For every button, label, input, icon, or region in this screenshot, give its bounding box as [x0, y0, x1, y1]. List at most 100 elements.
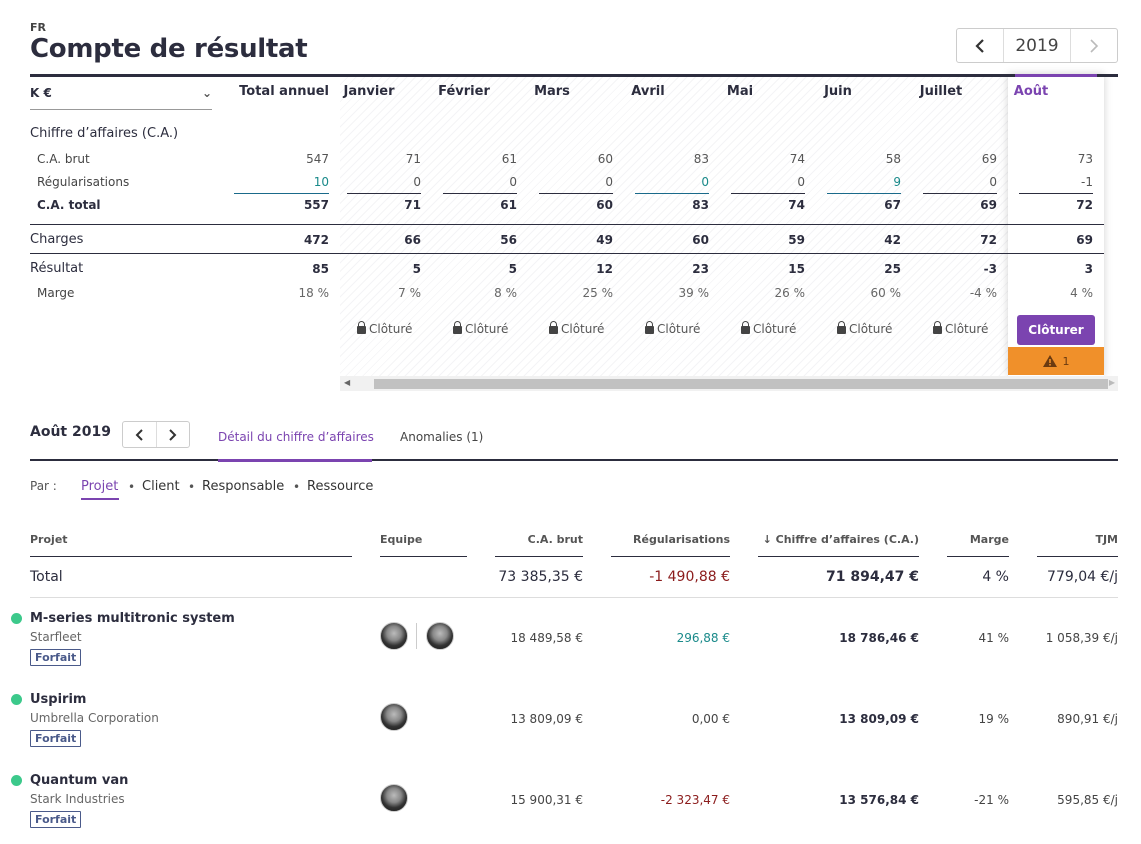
prev-year-button[interactable] [957, 29, 1003, 62]
filter-client[interactable]: Client [142, 479, 180, 494]
lock-icon [453, 321, 462, 334]
close-month-button[interactable]: Clôturer [1017, 315, 1095, 345]
header-ca-brut[interactable]: C.A. brut [527, 533, 583, 546]
scroll-right-icon[interactable]: ▶ [1108, 378, 1115, 387]
total-chiffre-affaires: 71 894,47 € [826, 569, 919, 585]
row-label-5: Marge [37, 286, 75, 300]
page-title: Compte de résultat [30, 34, 308, 64]
filter-responsable[interactable]: Responsable [202, 479, 285, 494]
header-underline [947, 556, 1009, 557]
cell-0-8: 73 [1077, 152, 1093, 166]
cell-0-1: 71 [405, 152, 421, 166]
next-year-button[interactable] [1071, 29, 1117, 62]
prev-month-button[interactable] [123, 422, 156, 447]
warning-badge[interactable]: 1 [1008, 347, 1104, 375]
avatar[interactable] [380, 784, 408, 812]
closed-status-4: Clôturé [645, 321, 715, 336]
project-name[interactable]: Quantum van [30, 773, 129, 788]
year-navigator: 2019 [956, 28, 1118, 63]
closed-label: Clôturé [849, 322, 893, 336]
header-regularisations[interactable]: Régularisations [633, 533, 730, 546]
subtotal-underline [1019, 193, 1093, 194]
cell-1-8: -1 [1081, 175, 1093, 189]
header-projet[interactable]: Projet [30, 533, 68, 546]
chevron-right-icon [1090, 38, 1099, 53]
cell-5-4: 39 % [678, 286, 710, 300]
tab-revenue-detail[interactable]: Détail du chiffre d’affaires [218, 430, 374, 444]
cell-2-8: 72 [1076, 198, 1093, 212]
row-label-3: Charges [30, 232, 84, 247]
horizontal-scrollbar[interactable]: ◀ ▶ [340, 376, 1118, 391]
year-value: 2019 [1003, 29, 1071, 62]
cell-4-6: 25 [884, 262, 901, 276]
scroll-left-icon[interactable]: ◀ [344, 378, 351, 387]
row-label-1: Régularisations [37, 175, 130, 189]
cell-4-3: 12 [596, 262, 613, 276]
closed-status-2: Clôturé [453, 321, 523, 336]
project-type-badge: Forfait [30, 730, 82, 747]
unit-select[interactable]: K € ⌄ [30, 86, 212, 110]
column-header-2: Février [438, 84, 490, 99]
cell-2-1: 71 [404, 198, 421, 212]
row-label-2: C.A. total [37, 198, 101, 212]
subtotal-underline [923, 193, 997, 194]
project-type-badge: Forfait [30, 649, 82, 666]
cell-5-5: 26 % [774, 286, 806, 300]
row-label-0: C.A. brut [37, 152, 90, 166]
avatar[interactable] [426, 622, 454, 650]
cell-0-7: 69 [981, 152, 997, 166]
column-header-5: Mai [726, 84, 754, 99]
divider [1008, 253, 1104, 254]
country-code: FR [30, 21, 46, 34]
project-client: Starfleet [30, 630, 82, 644]
header-underline [30, 556, 352, 557]
cell-4-4: 23 [692, 262, 709, 276]
project-name[interactable]: M-series multitronic system [30, 611, 235, 626]
header-marge[interactable]: Marge [969, 533, 1009, 546]
header-equipe[interactable]: Equipe [380, 533, 423, 546]
column-header-8: Août [1013, 84, 1049, 99]
cell-2-4: 83 [692, 198, 709, 212]
divider [1008, 224, 1104, 225]
cell-1-4: 0 [701, 175, 709, 189]
subtotal-underline [347, 193, 421, 194]
subtotal-underline [635, 193, 709, 194]
project-name[interactable]: Uspirim [30, 692, 87, 707]
header-chiffre-affaires[interactable]: ↓ Chiffre d’affaires (C.A.) [758, 533, 919, 546]
cell-3-1: 66 [404, 233, 421, 247]
avatar[interactable] [380, 622, 408, 650]
cell-3-4: 60 [692, 233, 709, 247]
cell-1-7: 0 [989, 175, 997, 189]
month-navigator [122, 421, 190, 448]
closed-label: Clôturé [561, 322, 605, 336]
closed-label: Clôturé [657, 322, 701, 336]
header-underline [611, 556, 730, 557]
cell-3-5: 59 [788, 233, 805, 247]
column-header-6: Juin [824, 84, 852, 99]
warning-icon [1042, 355, 1057, 367]
cell-5-1: 7 % [398, 286, 421, 300]
total-ca-brut: 73 385,35 € [498, 569, 583, 585]
closed-status-6: Clôturé [837, 321, 907, 336]
chevron-left-icon [975, 38, 984, 53]
avatar[interactable] [380, 703, 408, 731]
header-tjm[interactable]: TJM [1095, 533, 1118, 546]
warning-count: 1 [1062, 354, 1070, 368]
cell-1-5: 0 [797, 175, 805, 189]
header-underline [1037, 556, 1118, 557]
lock-icon [933, 321, 942, 334]
filter-label: Par : [30, 479, 57, 493]
subtotal-underline [731, 193, 805, 194]
scrollbar-thumb[interactable] [374, 379, 1108, 389]
cell-5-0: 18 % [298, 286, 330, 300]
section-ca-label: Chiffre d’affaires (C.A.) [30, 126, 179, 141]
filter-ressource[interactable]: Ressource [307, 479, 374, 494]
cell-2-7: 69 [980, 198, 997, 212]
cell-2-5: 74 [788, 198, 805, 212]
next-month-button[interactable] [155, 422, 190, 447]
cell-3-0: 472 [303, 233, 329, 247]
tab-anomalies[interactable]: Anomalies (1) [400, 430, 484, 444]
active-tab-underline [218, 459, 372, 462]
filter-projet[interactable]: Projet [81, 479, 119, 494]
project-chiffre-affaires: 13 809,09 € [839, 712, 919, 726]
